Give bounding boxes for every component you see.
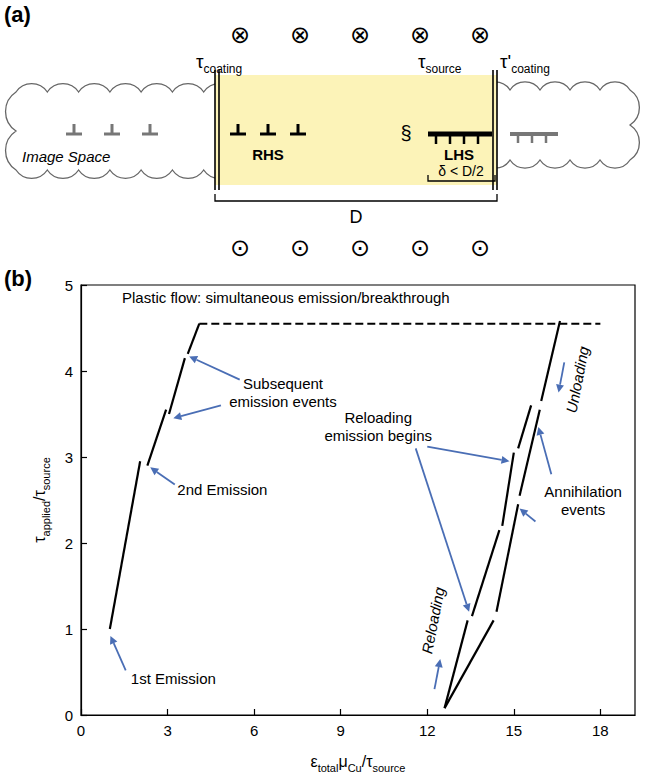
svg-text:ε: ε <box>311 753 318 770</box>
svg-text:Subsequent: Subsequent <box>243 375 324 392</box>
svg-text:Annihilation: Annihilation <box>544 483 622 500</box>
svg-text:3: 3 <box>163 722 171 739</box>
svg-text:/τ: /τ <box>362 753 373 770</box>
svg-text:⊙: ⊙ <box>230 234 250 262</box>
svg-text:events: events <box>561 501 605 518</box>
svg-text:τcoating: τcoating <box>196 51 242 76</box>
svg-text:/τ: /τ <box>31 490 48 501</box>
svg-text:LHS: LHS <box>444 146 474 163</box>
svg-text:Cu: Cu <box>348 762 362 774</box>
svg-text:⊙: ⊙ <box>410 234 430 262</box>
svg-text:1st Emission: 1st Emission <box>131 670 216 687</box>
svg-text:μ: μ <box>338 753 347 770</box>
svg-text:⊙: ⊙ <box>470 234 490 262</box>
svg-text:⊗: ⊗ <box>410 21 430 49</box>
svg-text:⊗: ⊗ <box>350 21 370 49</box>
svg-text:total: total <box>318 762 339 774</box>
svg-text:0: 0 <box>77 722 85 739</box>
svg-text:RHS: RHS <box>252 146 284 163</box>
svg-text:D: D <box>350 207 363 227</box>
svg-text:15: 15 <box>505 722 522 739</box>
svg-text:τ: τ <box>30 536 48 543</box>
svg-text:τsource: τsource <box>418 51 462 76</box>
svg-text:1: 1 <box>65 621 73 638</box>
svg-text:⊗: ⊗ <box>470 21 490 49</box>
svg-text:§: § <box>400 122 411 144</box>
svg-text:⊙: ⊙ <box>290 234 310 262</box>
svg-text:Reloading: Reloading <box>418 585 448 655</box>
svg-text:⊗: ⊗ <box>290 21 310 49</box>
svg-text:τ'coating: τ'coating <box>500 51 550 76</box>
svg-text:(b): (b) <box>4 266 32 291</box>
svg-text:6: 6 <box>250 722 258 739</box>
svg-text:18: 18 <box>592 722 609 739</box>
svg-text:Reloading: Reloading <box>344 409 412 426</box>
svg-text:9: 9 <box>337 722 345 739</box>
svg-text:Plastic flow: simultaneous emi: Plastic flow: simultaneous emission/brea… <box>122 289 450 306</box>
svg-text:source: source <box>40 457 52 490</box>
svg-text:emission begins: emission begins <box>324 427 432 444</box>
svg-text:12: 12 <box>419 722 436 739</box>
svg-text:⊗: ⊗ <box>230 21 250 49</box>
svg-text:2nd Emission: 2nd Emission <box>177 481 267 498</box>
svg-text:3: 3 <box>65 449 73 466</box>
svg-text:(a): (a) <box>4 2 31 27</box>
svg-text:source: source <box>372 762 405 774</box>
svg-text:emission events: emission events <box>229 393 337 410</box>
svg-text:4: 4 <box>65 363 73 380</box>
svg-text:Unloading: Unloading <box>563 344 593 414</box>
svg-text:0: 0 <box>65 707 73 724</box>
svg-text:applied: applied <box>40 501 52 536</box>
svg-text:⊙: ⊙ <box>350 234 370 262</box>
svg-text:2: 2 <box>65 535 73 552</box>
svg-text:5: 5 <box>65 277 73 294</box>
svg-text:δ < D/2: δ < D/2 <box>438 163 484 179</box>
svg-text:Image Space: Image Space <box>22 148 110 165</box>
